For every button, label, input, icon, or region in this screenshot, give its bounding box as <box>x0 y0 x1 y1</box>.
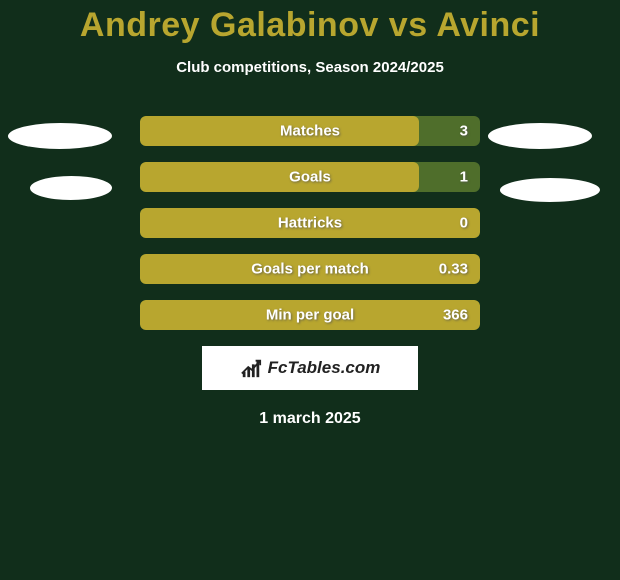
stat-label: Goals <box>289 169 331 186</box>
right-oval <box>500 178 601 202</box>
right-oval <box>488 123 593 149</box>
stat-row: Matches 3 <box>140 116 480 146</box>
brand-badge: FcTables.com <box>202 346 418 390</box>
stat-row: Hattricks 0 <box>140 208 480 238</box>
stat-value: 3 <box>460 123 468 140</box>
brand-text: FcTables.com <box>268 358 381 378</box>
stat-row: Goals per match 0.33 <box>140 254 480 284</box>
stat-fill <box>140 162 419 192</box>
stat-value: 0 <box>460 215 468 232</box>
footer-date: 1 march 2025 <box>0 410 620 428</box>
stat-value: 1 <box>460 169 468 186</box>
brand-logo-icon <box>240 357 262 379</box>
left-oval <box>30 176 113 200</box>
stat-value: 0.33 <box>439 261 468 278</box>
left-oval <box>8 123 113 149</box>
stat-label: Matches <box>280 123 340 140</box>
page-title: Andrey Galabinov vs Avinci <box>0 6 620 45</box>
subtitle: Club competitions, Season 2024/2025 <box>0 59 620 76</box>
stat-label: Hattricks <box>278 215 342 232</box>
stat-label: Goals per match <box>251 261 369 278</box>
stat-label: Min per goal <box>266 307 354 324</box>
stat-row: Min per goal 366 <box>140 300 480 330</box>
stats-bars: Matches 3 Goals 1 Hattricks 0 Goals per match 0… <box>140 116 480 330</box>
stat-value: 366 <box>443 307 468 324</box>
stat-row: Goals 1 <box>140 162 480 192</box>
